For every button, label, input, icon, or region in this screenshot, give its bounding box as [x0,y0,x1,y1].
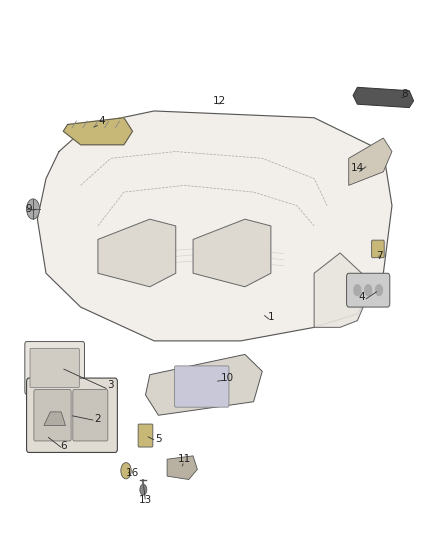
Text: 5: 5 [155,434,162,444]
Polygon shape [193,219,271,287]
FancyBboxPatch shape [73,390,108,441]
Polygon shape [314,253,366,327]
Text: 11: 11 [178,454,191,464]
Text: 4: 4 [358,292,365,302]
Polygon shape [64,118,133,145]
Polygon shape [145,354,262,415]
FancyBboxPatch shape [30,349,79,387]
Circle shape [121,463,131,479]
Circle shape [365,285,372,296]
Circle shape [140,484,147,495]
Text: 4: 4 [99,116,106,126]
FancyBboxPatch shape [174,366,229,407]
FancyBboxPatch shape [372,240,384,258]
Polygon shape [349,138,392,185]
Polygon shape [167,456,198,480]
FancyBboxPatch shape [34,390,71,441]
Circle shape [354,285,361,296]
Text: 13: 13 [139,495,152,505]
Circle shape [375,285,382,296]
Text: 1: 1 [268,312,274,322]
FancyBboxPatch shape [138,424,153,447]
Text: 7: 7 [376,252,382,261]
Text: 6: 6 [60,441,67,451]
Polygon shape [44,412,66,425]
Text: 10: 10 [221,373,234,383]
Text: 16: 16 [126,468,139,478]
Text: 2: 2 [95,414,101,424]
Circle shape [27,199,39,219]
Text: 8: 8 [402,89,408,99]
Polygon shape [353,87,413,108]
Polygon shape [37,111,392,341]
FancyBboxPatch shape [25,342,85,394]
FancyBboxPatch shape [346,273,390,307]
FancyBboxPatch shape [27,378,117,453]
Polygon shape [98,219,176,287]
Text: 14: 14 [351,164,364,173]
Text: 9: 9 [25,204,32,214]
Text: 12: 12 [212,96,226,106]
Text: 3: 3 [108,380,114,390]
